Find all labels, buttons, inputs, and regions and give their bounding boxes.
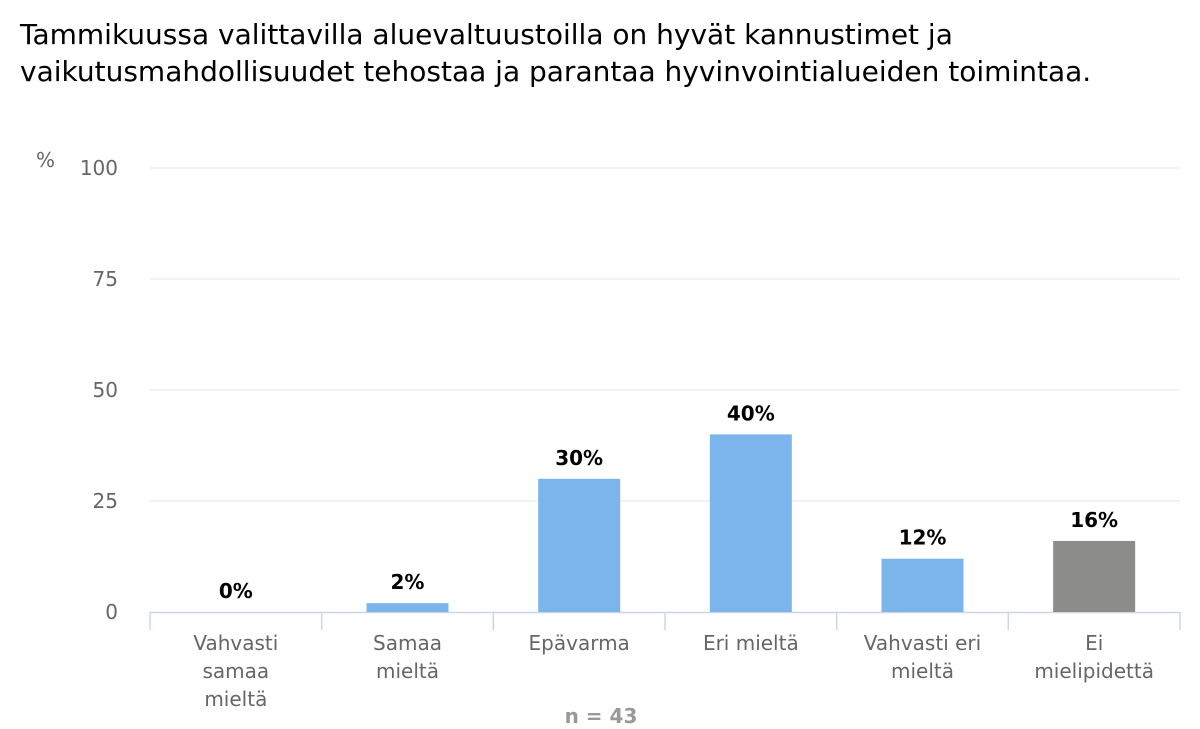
sample-size-text: n = 43 bbox=[564, 704, 638, 728]
x-category-label: Ei mielipidettä bbox=[1034, 631, 1154, 683]
x-category-label-line: Vahvasti bbox=[193, 631, 278, 655]
x-category-label: Samaa mieltä bbox=[373, 631, 442, 683]
x-category-label-line: Ei bbox=[1085, 631, 1103, 655]
data-label: 0% bbox=[219, 579, 253, 603]
x-category-label-line: samaa bbox=[202, 659, 269, 683]
x-category-label: Eri mieltä bbox=[703, 631, 799, 655]
x-category-label-line: mielipidettä bbox=[1034, 659, 1154, 683]
data-label: 16% bbox=[1070, 508, 1118, 532]
x-category-label-line: Samaa bbox=[373, 631, 442, 655]
x-category-label-line: mieltä bbox=[891, 659, 954, 683]
data-label: 12% bbox=[899, 526, 947, 550]
x-category-label-line: Vahvasti eri bbox=[864, 631, 981, 655]
bar bbox=[881, 558, 964, 612]
x-category-label: Epävarma bbox=[529, 631, 630, 655]
x-category-label: Vahvasti samaa mieltä bbox=[193, 631, 278, 711]
x-category-label-line: mieltä bbox=[204, 687, 267, 711]
y-tick-label: 25 bbox=[93, 489, 118, 513]
y-axis-unit: % bbox=[36, 148, 56, 172]
x-category-label-line: Epävarma bbox=[529, 631, 630, 655]
sample-size-note: n = 43 bbox=[0, 704, 1200, 728]
data-label: 40% bbox=[727, 401, 775, 425]
bar bbox=[709, 434, 792, 612]
x-category-label-line: Eri mieltä bbox=[703, 631, 799, 655]
y-tick-label: 75 bbox=[93, 267, 118, 291]
data-label: 2% bbox=[391, 570, 425, 594]
bar bbox=[538, 478, 621, 612]
x-category-label-line: mieltä bbox=[376, 659, 439, 683]
y-tick-label: 0 bbox=[105, 600, 118, 624]
bar bbox=[1053, 540, 1136, 612]
bar bbox=[366, 603, 449, 612]
chart-title: Tammikuussa valittavilla aluevaltuustoil… bbox=[20, 18, 1092, 88]
data-label: 30% bbox=[555, 446, 603, 470]
y-tick-label: 100 bbox=[80, 156, 118, 180]
x-category-label: Vahvasti eri mieltä bbox=[864, 631, 981, 683]
y-tick-label: 50 bbox=[93, 378, 118, 402]
